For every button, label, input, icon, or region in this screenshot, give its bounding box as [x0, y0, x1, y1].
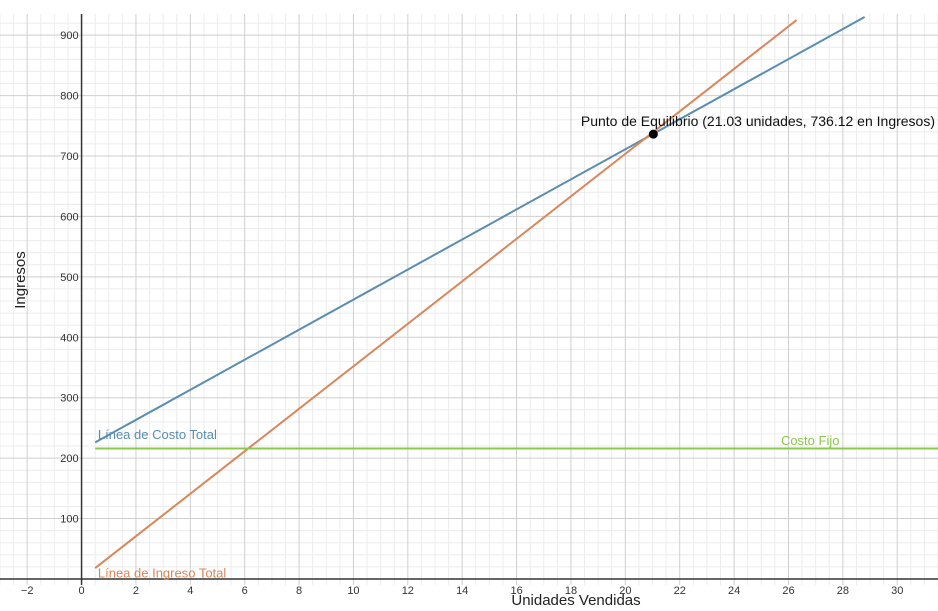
x-tick-label: 6 [242, 585, 248, 597]
x-axis-title: Unidades Vendidas [511, 592, 640, 609]
x-tick-label: 0 [79, 585, 85, 597]
y-tick-label: 300 [60, 393, 78, 405]
series-label-0: Línea de Costo Total [98, 427, 217, 442]
break-even-label: Punto de Equilibrio (21.03 unidades, 736… [581, 113, 935, 129]
x-tick-label: 4 [187, 585, 193, 597]
annotations: Punto de Equilibrio (21.03 unidades, 736… [581, 113, 935, 139]
x-tick-label: 20 [619, 585, 631, 597]
x-tick-label: 16 [510, 585, 522, 597]
series-labels: Línea de Costo Total Línea de Ingreso Tot… [98, 427, 840, 581]
x-tick-label: 18 [565, 585, 577, 597]
y-tick-label: 400 [60, 332, 78, 344]
x-tick-label: 2 [133, 585, 139, 597]
tick-labels: −2 0 2 4 6 8 10 12 14 16 18 20 22 24 26 28 3010020030040… [21, 30, 903, 597]
x-tick-label: 26 [782, 585, 794, 597]
series-line-1 [94, 19, 798, 569]
x-tick-label: 12 [402, 585, 414, 597]
series-label-2: Costo Fijo [781, 433, 840, 448]
x-tick-label: 24 [728, 585, 740, 597]
y-tick-label: 100 [60, 514, 78, 526]
x-tick-label: 22 [674, 585, 686, 597]
y-tick-label: 800 [60, 91, 78, 103]
x-tick-label: 30 [891, 585, 903, 597]
series-label-1: Línea de Ingreso Total [98, 566, 227, 581]
series-line-0 [94, 16, 866, 444]
y-tick-label: 500 [60, 272, 78, 284]
y-tick-label: 900 [60, 30, 78, 42]
x-tick-label: 14 [456, 585, 468, 597]
major-grid [0, 14, 938, 585]
y-tick-label: 200 [60, 453, 78, 465]
y-tick-label: 700 [60, 151, 78, 163]
x-tick-label: 10 [347, 585, 359, 597]
axes [0, 14, 938, 585]
x-tick-label: 28 [837, 585, 849, 597]
series-lines [94, 16, 938, 569]
minor-grid [0, 14, 938, 585]
break-even-point [648, 129, 658, 139]
x-tick-label: −2 [21, 585, 34, 597]
y-axis-title: Ingresos [12, 251, 29, 309]
x-tick-label: 8 [296, 585, 302, 597]
y-tick-label: 600 [60, 211, 78, 223]
